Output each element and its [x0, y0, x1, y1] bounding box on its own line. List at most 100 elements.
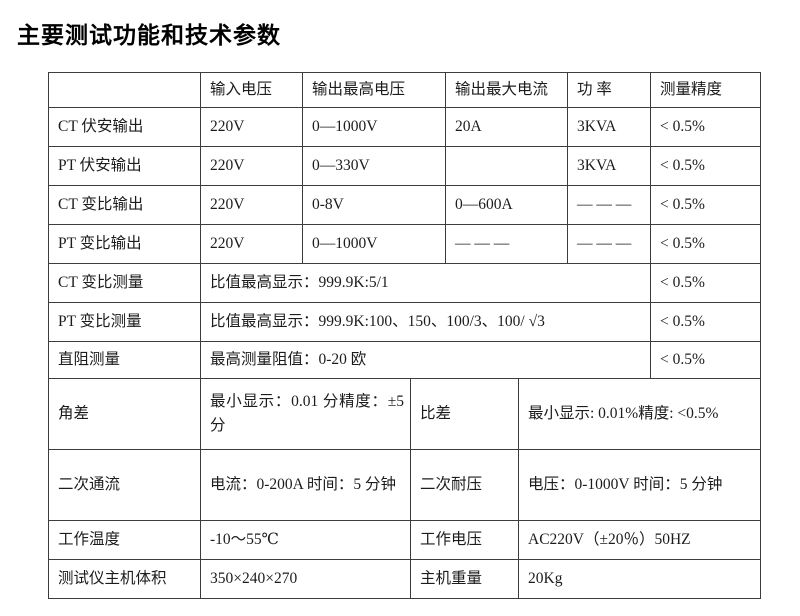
cell-merged-value: 比值最高显示：999.9K:100、150、100/3、100/ √3: [201, 303, 651, 341]
cell-value: < 0.5%: [660, 350, 705, 368]
cell-value: < 0.5%: [660, 234, 705, 252]
cell-power: 3KVA: [568, 108, 651, 146]
cell-value: 电流：0-200A 时间：5 分钟: [210, 475, 397, 493]
cell-value: < 0.5%: [660, 195, 705, 213]
cell-angle-error-value: 最小显示：0.01 分精度：±5 分: [201, 379, 411, 449]
page-title: 主要测试功能和技术参数: [17, 22, 281, 48]
row-label: 二次通流: [49, 450, 201, 520]
cell-value: 220V: [210, 117, 245, 135]
row-host-size: 测试仪主机体积 350×240×270 主机重量 20Kg: [49, 560, 760, 598]
row-label-text: CT 变比输出: [58, 195, 144, 213]
cell-accuracy: < 0.5%: [651, 303, 758, 341]
row-label: 直阻测量: [49, 342, 201, 378]
cell-value: 0—330V: [312, 156, 370, 174]
column-header-label: 输出最大电流: [455, 80, 549, 98]
cell-host-size-value: 350×240×270: [201, 560, 411, 598]
cell-value: 3KVA: [577, 117, 617, 135]
cell-value: 20A: [455, 117, 482, 135]
row-label-text: PT 变比测量: [58, 312, 142, 330]
cell-value: < 0.5%: [660, 117, 705, 135]
cell-value: 比值最高显示：999.9K:100、150、100/3、100/ √3: [210, 312, 545, 330]
cell-power: — — —: [568, 186, 651, 224]
row-secondary-current: 二次通流 电流：0-200A 时间：5 分钟 二次耐压 电压：0-1000V 时…: [49, 450, 760, 521]
cell-secondary-withstand-value: 电压：0-1000V 时间：5 分钟: [519, 450, 758, 520]
cell-host-weight-value: 20Kg: [519, 560, 758, 598]
cell-max-output-voltage: 0-8V: [303, 186, 446, 224]
row-pt-va-output: PT 伏安输出 220V 0—330V 3KVA < 0.5%: [49, 147, 760, 186]
row-label-ratio-error: 比差: [411, 379, 519, 449]
cell-value: 最小显示: 0.01%精度: <0.5%: [528, 404, 719, 422]
row-label: 角差: [49, 379, 201, 449]
row-label-working-voltage: 工作电压: [411, 521, 519, 559]
row-label-secondary-withstand: 二次耐压: [411, 450, 519, 520]
cell-ratio-error-value: 最小显示: 0.01%精度: <0.5%: [519, 379, 758, 449]
row-label-text: PT 伏安输出: [58, 156, 142, 174]
cell-input-voltage: 220V: [201, 225, 303, 263]
row-pt-ratio-measure: PT 变比测量 比值最高显示：999.9K:100、150、100/3、100/…: [49, 303, 760, 342]
spec-table: 输入电压 输出最高电压 输出最大电流 功 率 测量精度 CT 伏安输出 220V…: [48, 72, 761, 599]
cell-max-output-current: 0—600A: [446, 186, 568, 224]
cell-input-voltage: 220V: [201, 108, 303, 146]
cell-max-output-current: — — —: [446, 225, 568, 263]
row-pt-ratio-output: PT 变比输出 220V 0—1000V — — — — — — < 0.5%: [49, 225, 760, 264]
column-header-label: 功 率: [577, 80, 612, 98]
cell-value: 最小显示：0.01 分精度：±5 分: [210, 392, 404, 434]
cell-power: 3KVA: [568, 147, 651, 185]
cell-value: -10～55℃: [210, 530, 280, 548]
row-working-temperature: 工作温度 -10～55℃ 工作电压 AC220V（±20％）50HZ: [49, 521, 760, 560]
cell-value: 0-8V: [312, 195, 344, 213]
cell-input-voltage: 220V: [201, 147, 303, 185]
cell-max-output-voltage: 0—1000V: [303, 225, 446, 263]
column-header-accuracy: 测量精度: [651, 73, 758, 107]
row-ct-ratio-output: CT 变比输出 220V 0-8V 0—600A — — — < 0.5%: [49, 186, 760, 225]
row-label: PT 伏安输出: [49, 147, 201, 185]
cell-value: 220V: [210, 234, 245, 252]
cell-accuracy: < 0.5%: [651, 342, 758, 378]
row-dc-resistance-measure: 直阻测量 最高测量阻值：0-20 欧 < 0.5%: [49, 342, 760, 379]
cell-value: 0—1000V: [312, 234, 378, 252]
cell-value: 比值最高显示：999.9K:5/1: [210, 273, 389, 291]
cell-value: 0—600A: [455, 195, 513, 213]
row-label: PT 变比测量: [49, 303, 201, 341]
row-label-text: 直阻测量: [58, 350, 121, 368]
row-label-text: 工作电压: [420, 530, 483, 548]
row-label: PT 变比输出: [49, 225, 201, 263]
column-header-power: 功 率: [568, 73, 651, 107]
cell-value: 最高测量阻值：0-20 欧: [210, 350, 367, 368]
column-header-max-output-voltage: 输出最高电压: [303, 73, 446, 107]
column-header-label: 测量精度: [660, 80, 723, 98]
column-header-label: 输入电压: [210, 80, 273, 98]
row-label-text: PT 变比输出: [58, 234, 142, 252]
row-label-text: 比差: [420, 404, 452, 422]
column-header-max-output-current: 输出最大电流: [446, 73, 568, 107]
cell-max-output-voltage: 0—1000V: [303, 108, 446, 146]
cell-value: AC220V（±20％）50HZ: [528, 530, 691, 548]
cell-value: < 0.5%: [660, 156, 705, 174]
row-label-text: 测试仪主机体积: [58, 569, 167, 587]
cell-accuracy: < 0.5%: [651, 147, 758, 185]
cell-value: < 0.5%: [660, 312, 705, 330]
row-label: 测试仪主机体积: [49, 560, 201, 598]
row-label: 工作温度: [49, 521, 201, 559]
row-ct-va-output: CT 伏安输出 220V 0—1000V 20A 3KVA < 0.5%: [49, 108, 760, 147]
cell-value: 电压：0-1000V 时间：5 分钟: [528, 475, 723, 493]
cell-value: 220V: [210, 156, 245, 174]
row-label-text: 主机重量: [420, 569, 483, 587]
column-header-input-voltage: 输入电压: [201, 73, 303, 107]
header-row: 输入电压 输出最高电压 输出最大电流 功 率 测量精度: [49, 73, 760, 108]
cell-max-output-voltage: 0—330V: [303, 147, 446, 185]
row-label-text: 角差: [58, 404, 90, 422]
column-header-blank: [49, 73, 201, 107]
cell-accuracy: < 0.5%: [651, 108, 758, 146]
cell-value: 20Kg: [528, 569, 563, 587]
cell-value: 220V: [210, 195, 245, 213]
cell-secondary-current-value: 电流：0-200A 时间：5 分钟: [201, 450, 411, 520]
cell-merged-value: 比值最高显示：999.9K:5/1: [201, 264, 651, 302]
row-label-text: 二次耐压: [420, 475, 483, 493]
row-label-host-weight: 主机重量: [411, 560, 519, 598]
cell-input-voltage: 220V: [201, 186, 303, 224]
cell-value: < 0.5%: [660, 273, 705, 291]
cell-value: — — —: [577, 195, 632, 213]
row-label: CT 变比输出: [49, 186, 201, 224]
column-header-label: 输出最高电压: [312, 80, 406, 98]
